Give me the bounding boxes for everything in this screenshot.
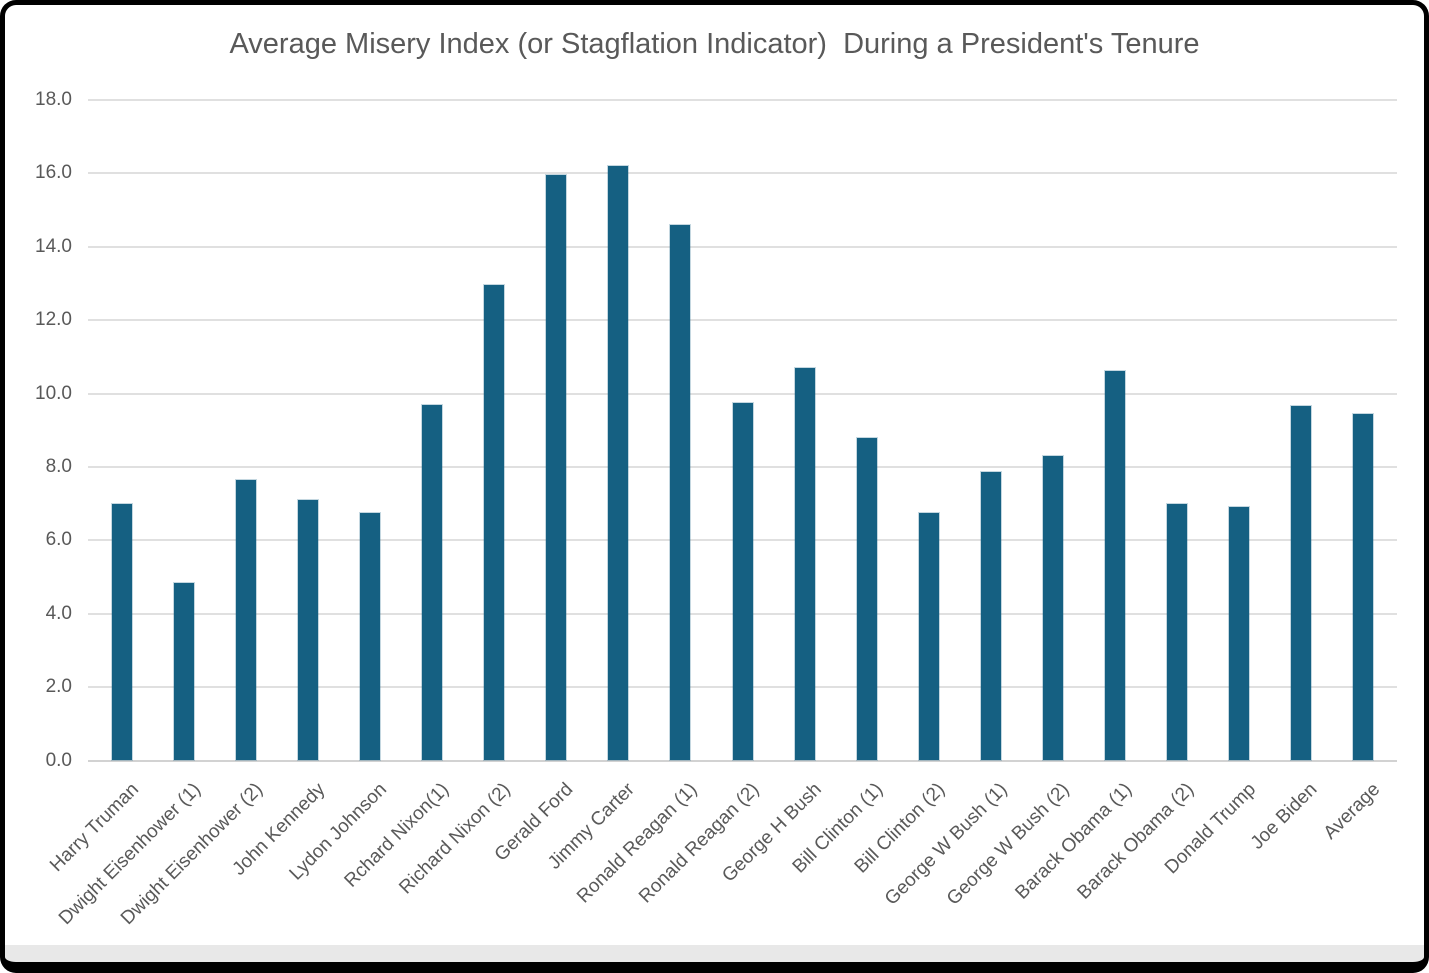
x-category-label: Average — [1319, 779, 1384, 844]
y-tick-label: 16.0 — [35, 162, 72, 184]
y-tick-label: 2.0 — [45, 676, 72, 698]
bar — [1042, 455, 1063, 761]
bar — [236, 479, 257, 761]
gridline — [88, 392, 1397, 395]
bar — [174, 582, 195, 761]
bar — [918, 512, 939, 761]
chart-title: Average Misery Index (or Stagflation Ind… — [229, 28, 1200, 60]
y-tick-label: 8.0 — [45, 455, 72, 477]
window-bottom-strip — [5, 945, 1424, 962]
bar — [794, 367, 815, 761]
bar — [856, 437, 877, 761]
bar — [360, 512, 381, 761]
x-category-label: Barack Obama (2) — [1073, 779, 1198, 904]
y-tick-label: 12.0 — [35, 309, 72, 331]
gridline — [88, 98, 1397, 101]
bar — [1290, 406, 1311, 761]
y-tick-label: 10.0 — [35, 382, 72, 404]
bar — [670, 224, 691, 761]
y-tick-label: 14.0 — [35, 235, 72, 257]
bar — [112, 503, 132, 761]
x-category-label: Joe Biden — [1247, 779, 1322, 854]
bar — [1228, 507, 1249, 761]
gridline — [88, 172, 1397, 175]
gridline — [88, 759, 1397, 762]
bar — [1353, 413, 1373, 761]
y-tick-label: 6.0 — [45, 529, 72, 551]
y-tick-label: 18.0 — [35, 88, 72, 110]
bar — [608, 165, 629, 761]
gridline — [88, 245, 1397, 248]
bar — [484, 285, 505, 761]
bar — [1104, 371, 1125, 761]
y-tick-label: 4.0 — [45, 602, 72, 624]
bar — [1166, 503, 1187, 761]
bar — [422, 404, 443, 761]
x-category-label: Barack Obama (1) — [1011, 779, 1136, 904]
bar — [980, 472, 1001, 761]
gridline — [88, 319, 1397, 322]
bar — [546, 175, 567, 761]
bar — [732, 402, 753, 761]
y-tick-label: 0.0 — [45, 749, 72, 771]
bar — [298, 499, 319, 761]
x-category-label: Richard Nixon (2) — [395, 779, 516, 899]
